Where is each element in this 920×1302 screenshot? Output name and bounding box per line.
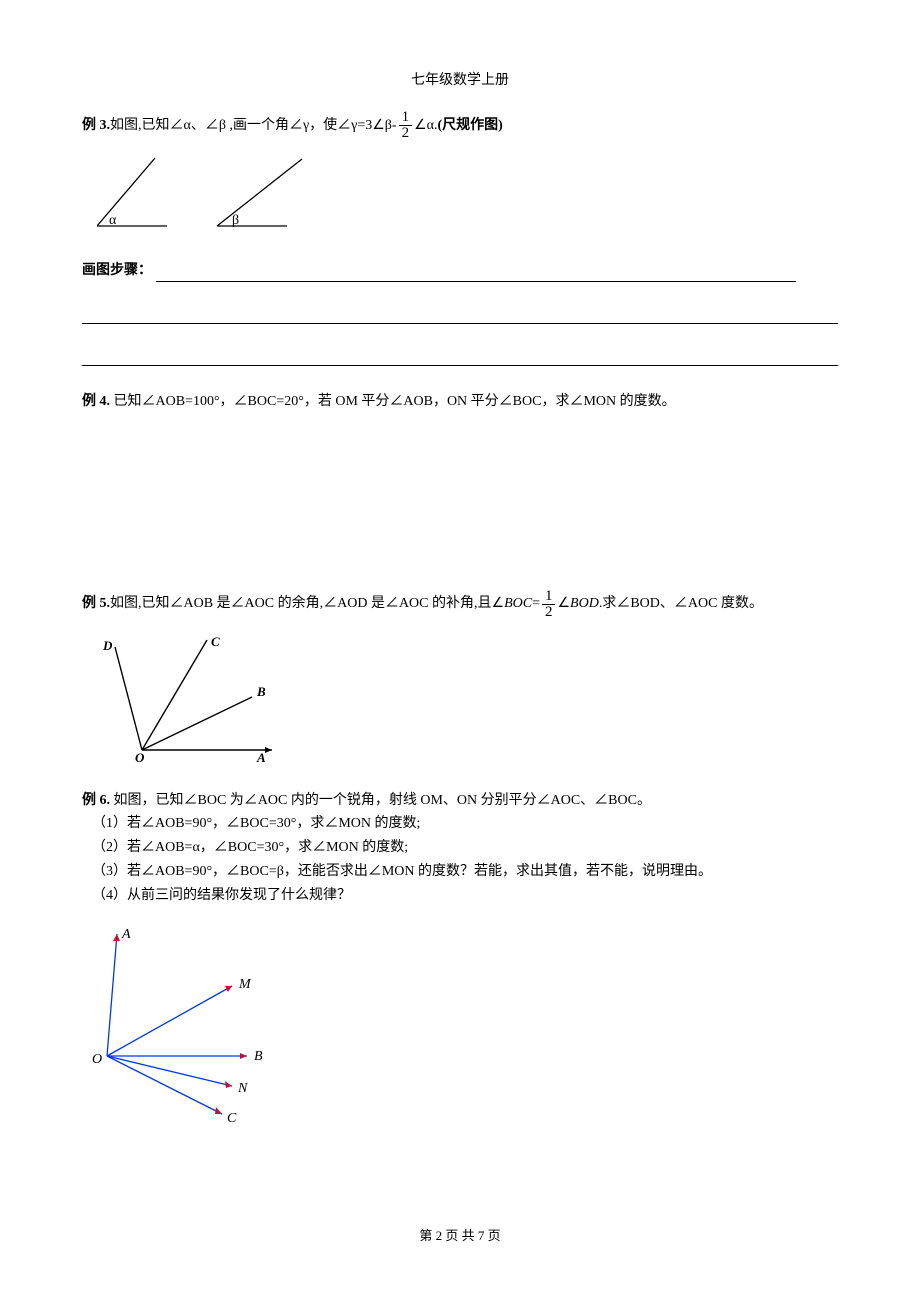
problem-5: 例 5. 如图,已知∠AOB 是∠AOC 的余角,∠AOD 是∠AOC 的补角,… [82, 589, 838, 620]
problem-3-suffix: (尺规作图) [437, 115, 502, 137]
svg-text:D: D [102, 638, 113, 653]
problem-3: 例 3. 如图,已知∠α、∠β ,画一个角∠γ，使∠γ=3∠β- 1 2 ∠α.… [82, 110, 838, 141]
problem-6-label: 例 6. [82, 793, 110, 808]
problem-4-text: 已知∠AOB=100°，∠BOC=20°，若 OM 平分∠AOB，ON 平分∠B… [114, 394, 676, 409]
page-footer: 第 2 页 共 7 页 [0, 1226, 920, 1247]
problem-5-label: 例 5. [82, 593, 110, 615]
angle-alpha-beta-figure: α β [97, 156, 838, 244]
svg-text:B: B [256, 684, 266, 699]
svg-text:N: N [237, 1081, 248, 1096]
steps-blank-1 [156, 268, 796, 282]
svg-text:A: A [121, 927, 131, 942]
svg-text:A: A [256, 750, 266, 762]
svg-text:B: B [254, 1049, 263, 1064]
figure-6: A M B N C O [82, 926, 838, 1144]
problem-4-label: 例 4. [82, 394, 110, 409]
problem-6-q2: （2）若∠AOB=α，∠BOC=30°，求∠MON 的度数; [92, 836, 838, 860]
problem-6-q1: （1）若∠AOB=90°，∠BOC=30°，求∠MON 的度数; [92, 812, 838, 836]
steps-blank-3 [82, 346, 838, 366]
problem-6-text: 如图，已知∠BOC 为∠AOC 内的一个锐角，射线 OM、ON 分别平分∠AOC… [114, 793, 651, 808]
figure-5: D C B O A [97, 632, 838, 770]
problem-3-text-b: ∠α. [414, 115, 437, 137]
boc-var: BOC [504, 593, 532, 615]
steps-blank-2 [82, 304, 838, 324]
angle-sym: ∠ [492, 593, 505, 615]
fraction-half-2: 1 2 [542, 589, 556, 620]
problem-6-q3: （3）若∠AOB=90°，∠BOC=β，还能否求出∠MON 的度数？若能，求出其… [92, 860, 838, 884]
problem-6-q4: （4）从前三问的结果你发现了什么规律？ [92, 884, 838, 908]
problem-5-before: 如图,已知∠AOB 是∠AOC 的余角,∠AOD 是∠AOC 的补角,且 [110, 593, 492, 615]
angle-sym-2: ∠ [557, 593, 570, 615]
svg-text:C: C [227, 1111, 237, 1126]
steps-label: 画图步骤： [82, 260, 152, 282]
fraction-half: 1 2 [399, 110, 413, 141]
svg-text:O: O [135, 750, 145, 762]
problem-3-text-a: 如图,已知∠α、∠β ,画一个角∠γ，使∠γ=3∠β- [110, 115, 397, 137]
equals: = [532, 593, 540, 615]
problem-5-after: .求∠BOD、∠AOC 度数。 [599, 593, 763, 615]
bod-var: BOD [570, 593, 599, 615]
problem-4: 例 4. 已知∠AOB=100°，∠BOC=20°，若 OM 平分∠AOB，ON… [82, 391, 838, 413]
page-header: 七年级数学上册 [82, 70, 838, 92]
svg-text:O: O [92, 1052, 102, 1067]
svg-text:C: C [211, 634, 220, 649]
problem-3-label: 例 3. [82, 115, 110, 137]
problem-6: 例 6. 如图，已知∠BOC 为∠AOC 内的一个锐角，射线 OM、ON 分别平… [82, 790, 838, 908]
beta-label: β [232, 213, 239, 228]
svg-text:M: M [238, 977, 252, 992]
alpha-label: α [109, 213, 117, 228]
drawing-steps: 画图步骤： [82, 260, 838, 282]
